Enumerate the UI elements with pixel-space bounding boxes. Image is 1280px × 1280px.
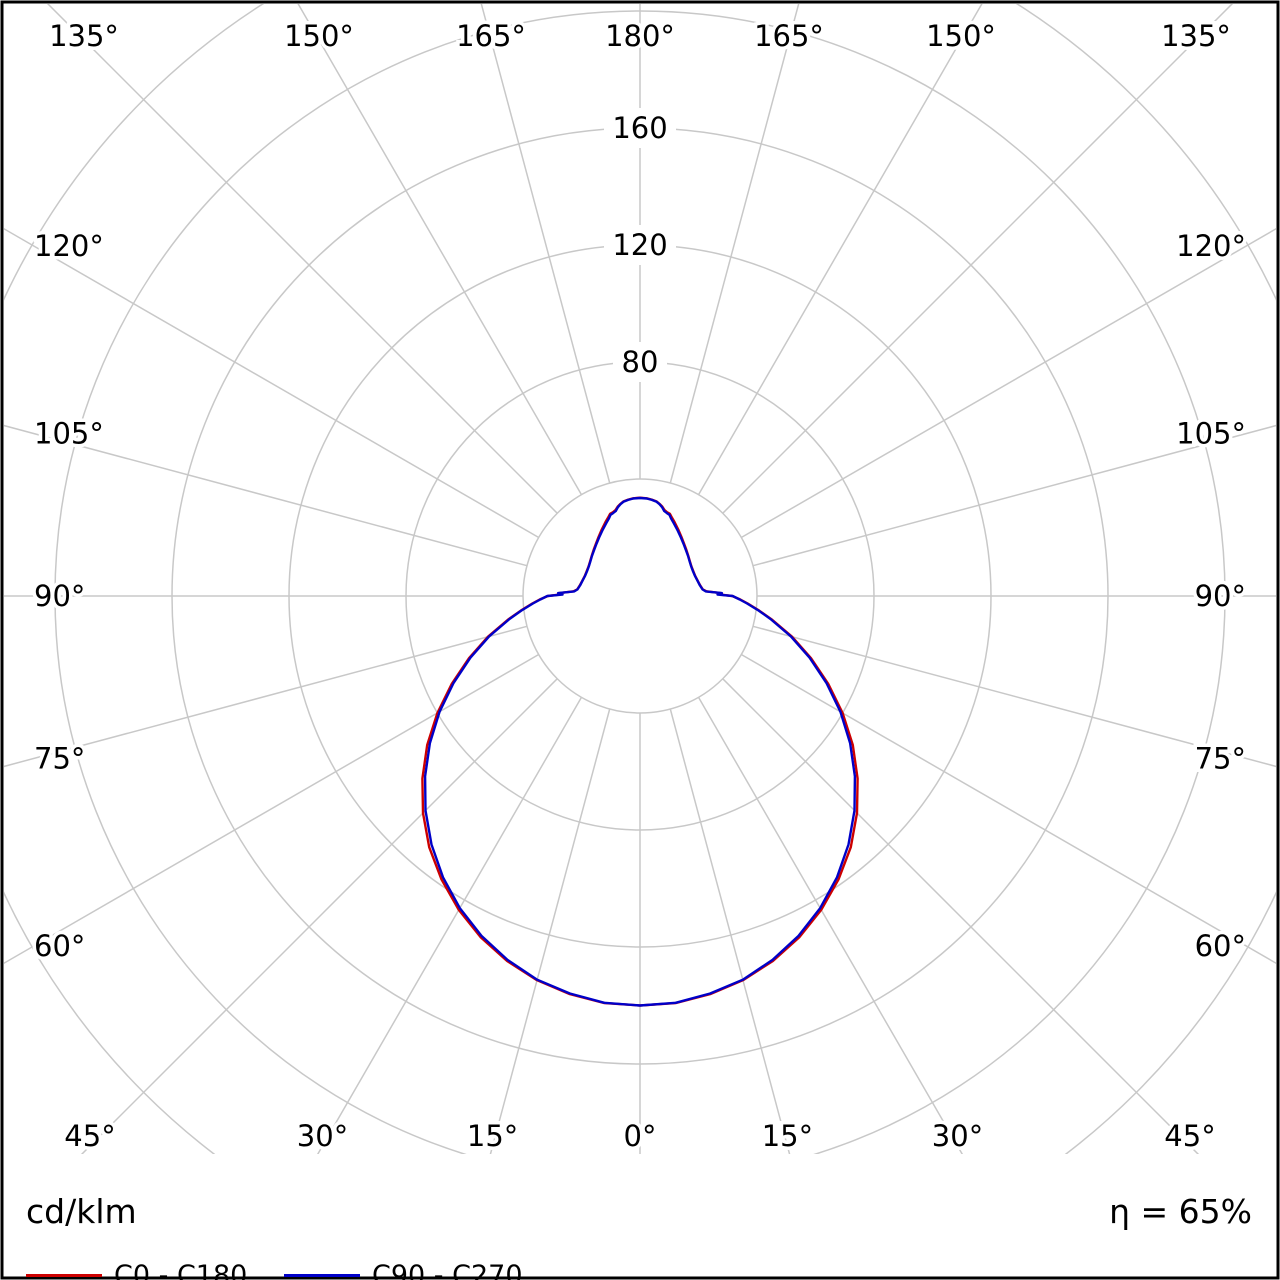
- spoke-line: [740, 653, 1276, 965]
- angle-label: 135°: [1161, 19, 1231, 53]
- angle-label: 135°: [49, 19, 119, 53]
- spoke-line: [752, 625, 1276, 768]
- spoke-line: [740, 227, 1276, 539]
- angle-label: 180°: [605, 19, 675, 53]
- angle-label: 150°: [926, 19, 996, 53]
- angle-label: 60°: [34, 929, 85, 963]
- angle-label: 105°: [1176, 417, 1246, 451]
- unit-label: cd/klm: [26, 1192, 137, 1231]
- angle-label: 150°: [284, 19, 354, 53]
- intensity-curves: [421, 496, 859, 1007]
- spoke-line: [316, 696, 583, 1154]
- angle-label: 30°: [297, 1119, 348, 1153]
- ring-label-gap: [604, 108, 676, 148]
- spoke-line: [4, 227, 540, 539]
- legend-item-c0-c180: C0 - C180: [26, 1258, 247, 1280]
- spoke-line: [697, 696, 964, 1154]
- angle-label: 45°: [1164, 1119, 1215, 1153]
- spoke-line: [489, 708, 611, 1154]
- ring-label-gap: [613, 342, 667, 382]
- spoke-line: [722, 678, 1200, 1154]
- legend-line-c90-c270: [284, 1273, 360, 1277]
- angle-label: 90°: [34, 579, 85, 613]
- angle-label: 90°: [1195, 579, 1246, 613]
- angle-label: 165°: [754, 19, 824, 53]
- legend-label-c0-c180: C0 - C180: [114, 1259, 248, 1280]
- spoke-line: [4, 424, 528, 567]
- spoke-line: [480, 4, 611, 484]
- legend-label-c90-c270: C90 - C270: [372, 1259, 523, 1280]
- angle-label: 120°: [1176, 229, 1246, 263]
- angle-label: 75°: [34, 741, 85, 775]
- angle-label: 30°: [932, 1119, 983, 1153]
- spoke-line: [669, 708, 791, 1154]
- angle-label: 75°: [1195, 741, 1246, 775]
- ring-label: 160: [612, 111, 667, 145]
- spoke-line: [297, 4, 583, 496]
- angle-labels: 0° 15° 15° 30° 30° 45° 45° 60° 60° 75° 75° 90° 90° 10…: [31, 16, 1250, 1157]
- angle-label: 15°: [467, 1119, 518, 1153]
- legend-line-c0-c180: [26, 1273, 102, 1277]
- angle-label: 60°: [1195, 929, 1246, 963]
- ring-label-gap: [604, 225, 676, 265]
- curve-c90-c270: [423, 496, 857, 1007]
- radial-tick-labels: 80 120 160: [604, 108, 676, 382]
- angle-label: 165°: [456, 19, 526, 53]
- angle-label: 105°: [34, 417, 104, 451]
- ring-label: 80: [622, 345, 659, 379]
- spoke-line: [4, 625, 528, 768]
- spoke-line: [722, 4, 1234, 514]
- spoke-line: [669, 4, 800, 484]
- efficiency-label: η = 65%: [1109, 1192, 1252, 1231]
- angle-label: 0°: [624, 1119, 657, 1153]
- angle-label: 45°: [64, 1119, 115, 1153]
- spoke-line: [46, 4, 558, 514]
- spoke-line: [752, 424, 1276, 567]
- spoke-line: [697, 4, 983, 496]
- ring-label: 120: [612, 228, 667, 262]
- legend-item-c90-c270: C90 - C270: [284, 1258, 523, 1280]
- angle-label: 120°: [34, 229, 104, 263]
- angle-label: 15°: [762, 1119, 813, 1153]
- spoke-line: [80, 678, 558, 1154]
- spoke-line: [4, 653, 540, 965]
